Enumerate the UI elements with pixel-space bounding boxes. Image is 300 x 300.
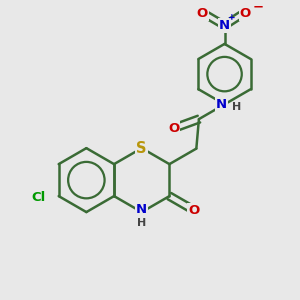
Text: H: H bbox=[232, 102, 242, 112]
Text: H: H bbox=[137, 218, 147, 228]
Text: −: − bbox=[253, 1, 264, 14]
Text: +: + bbox=[228, 13, 236, 22]
Text: S: S bbox=[136, 141, 147, 156]
Text: O: O bbox=[188, 204, 200, 217]
Text: N: N bbox=[216, 98, 227, 111]
Text: O: O bbox=[168, 122, 179, 135]
Text: N: N bbox=[219, 19, 230, 32]
Text: Cl: Cl bbox=[32, 191, 46, 204]
Text: O: O bbox=[196, 7, 208, 20]
Text: O: O bbox=[240, 7, 251, 20]
Text: N: N bbox=[136, 203, 147, 216]
